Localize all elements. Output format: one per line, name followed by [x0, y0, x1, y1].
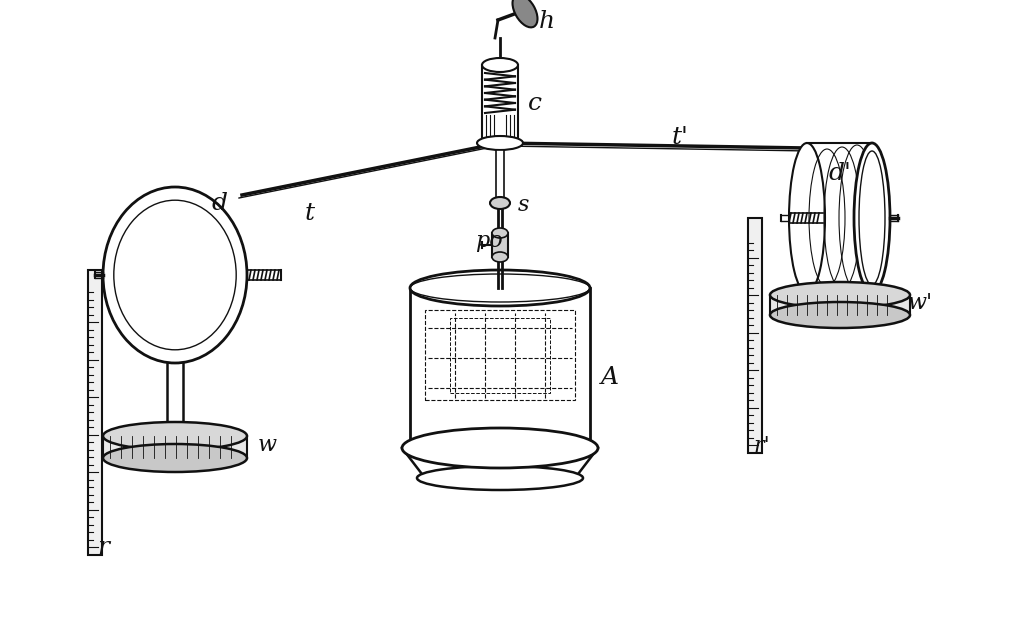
Bar — [770, 295, 910, 315]
Bar — [88, 270, 102, 555]
Ellipse shape — [103, 444, 247, 472]
Ellipse shape — [854, 143, 890, 293]
Ellipse shape — [103, 422, 247, 450]
Ellipse shape — [402, 428, 598, 468]
Ellipse shape — [410, 270, 590, 306]
Ellipse shape — [770, 282, 910, 308]
Text: r': r' — [754, 435, 770, 457]
Ellipse shape — [490, 197, 510, 209]
Text: r: r — [97, 537, 109, 560]
Text: A: A — [601, 367, 618, 389]
Bar — [492, 233, 508, 257]
Text: w: w — [257, 434, 276, 456]
Bar — [496, 150, 504, 203]
Ellipse shape — [492, 228, 508, 238]
Ellipse shape — [103, 187, 247, 363]
Ellipse shape — [512, 0, 538, 27]
Text: po: po — [475, 230, 503, 252]
Text: h: h — [539, 9, 555, 32]
Ellipse shape — [477, 136, 523, 150]
Text: d': d' — [828, 161, 851, 184]
Ellipse shape — [410, 430, 590, 466]
Text: w': w' — [907, 292, 933, 314]
Ellipse shape — [482, 58, 518, 72]
Bar — [425, 310, 575, 400]
Ellipse shape — [770, 302, 910, 328]
Bar — [103, 436, 247, 458]
Text: t: t — [305, 201, 315, 225]
Ellipse shape — [790, 143, 825, 293]
Bar — [450, 318, 550, 393]
Text: d: d — [212, 192, 228, 215]
Text: s: s — [517, 194, 528, 216]
Text: t': t' — [672, 127, 688, 149]
Bar — [748, 218, 762, 453]
Ellipse shape — [492, 252, 508, 262]
Ellipse shape — [417, 466, 583, 490]
Text: c: c — [528, 92, 542, 115]
